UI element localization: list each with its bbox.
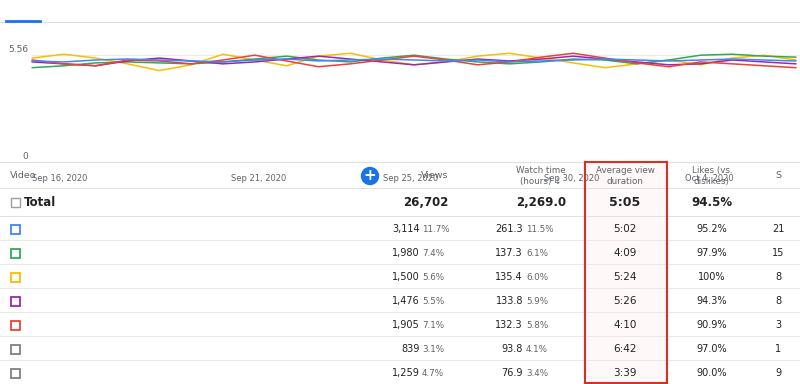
Text: 97.0%: 97.0% [697, 344, 727, 354]
Text: 3:39: 3:39 [614, 368, 637, 378]
Text: 3.4%: 3.4% [526, 369, 548, 378]
Bar [11, 345, 20, 354]
Text: 4.7%: 4.7% [422, 369, 444, 378]
Bar [11, 273, 20, 282]
Text: Video: Video [10, 172, 37, 180]
Text: 7.1%: 7.1% [422, 321, 444, 330]
Text: 1,905: 1,905 [392, 320, 420, 330]
Text: 137.3: 137.3 [495, 248, 523, 258]
Text: 5:26: 5:26 [614, 296, 637, 306]
Text: 5:24: 5:24 [614, 272, 637, 282]
Circle shape [362, 167, 378, 184]
Text: 76.9: 76.9 [502, 368, 523, 378]
Text: 5.9%: 5.9% [526, 297, 548, 306]
Text: 0: 0 [22, 152, 28, 161]
Text: 3: 3 [775, 320, 781, 330]
Text: Sep 30, 2020: Sep 30, 2020 [544, 174, 599, 183]
Text: 90.9%: 90.9% [697, 320, 727, 330]
Bar [585, 162, 667, 384]
Text: 135.4: 135.4 [495, 272, 523, 282]
Text: 132.3: 132.3 [495, 320, 523, 330]
Text: Oct 4, 2020: Oct 4, 2020 [686, 174, 734, 183]
Text: Average view
duration: Average view duration [595, 166, 654, 186]
Text: +: + [364, 168, 376, 183]
Bar [0, 0, 800, 22]
Text: 6.1%: 6.1% [526, 249, 548, 258]
Text: Traffic source: Traffic source [55, 5, 118, 14]
Text: 26,702: 26,702 [402, 196, 448, 209]
Text: 133.8: 133.8 [495, 296, 523, 306]
Text: 4.1%: 4.1% [526, 345, 548, 354]
Text: Video: Video [6, 5, 36, 14]
Text: Views: Views [421, 172, 448, 180]
Text: 1,259: 1,259 [392, 368, 420, 378]
Text: Geography: Geography [138, 5, 190, 14]
Text: Viewer gender: Viewer gender [283, 5, 352, 14]
Text: S: S [775, 172, 781, 180]
Bar [11, 198, 20, 207]
Text: 94.5%: 94.5% [691, 196, 733, 209]
Text: 8: 8 [775, 272, 781, 282]
Text: Sep 21, 2020: Sep 21, 2020 [230, 174, 286, 183]
Text: 5:02: 5:02 [614, 224, 637, 234]
Text: 100%: 100% [698, 272, 726, 282]
Text: 5.5%: 5.5% [422, 297, 444, 306]
Text: 93.8: 93.8 [502, 344, 523, 354]
Text: 21: 21 [772, 224, 784, 234]
Text: 3,114: 3,114 [392, 224, 420, 234]
Text: 11.5%: 11.5% [526, 225, 554, 234]
Text: 4:10: 4:10 [614, 320, 637, 330]
Text: 5.6%: 5.6% [422, 273, 444, 282]
Text: Date: Date [363, 5, 386, 14]
Text: 2,269.0: 2,269.0 [516, 196, 566, 209]
Text: 9: 9 [775, 368, 781, 378]
Text: Sep 25, 2020: Sep 25, 2020 [383, 174, 438, 183]
Text: Sep 16, 2020: Sep 16, 2020 [32, 174, 87, 183]
Text: 95.2%: 95.2% [697, 224, 727, 234]
Text: 15: 15 [772, 248, 784, 258]
Text: Likes (vs.
dislikes): Likes (vs. dislikes) [692, 166, 732, 186]
Text: Revenue source: Revenue source [400, 5, 476, 14]
Text: 5:05: 5:05 [610, 196, 641, 209]
Text: Watch time
(hours) ↓: Watch time (hours) ↓ [516, 166, 566, 186]
Text: 3.1%: 3.1% [422, 345, 444, 354]
Text: 4:09: 4:09 [614, 248, 637, 258]
Text: 1: 1 [775, 344, 781, 354]
Text: 261.3: 261.3 [495, 224, 523, 234]
Bar [11, 249, 20, 258]
Text: 1,980: 1,980 [392, 248, 420, 258]
Text: 11.7%: 11.7% [422, 225, 450, 234]
Text: Subscription source: Subscription source [588, 5, 682, 14]
Text: 5.8%: 5.8% [526, 321, 548, 330]
Text: Total: Total [24, 196, 56, 209]
Text: 1,476: 1,476 [392, 296, 420, 306]
Bar [11, 225, 20, 234]
Text: Viewer age: Viewer age [214, 5, 267, 14]
Text: 5.56: 5.56 [8, 45, 28, 54]
Text: 8: 8 [775, 296, 781, 306]
Text: 97.9%: 97.9% [697, 248, 727, 258]
Text: 90.0%: 90.0% [697, 368, 727, 378]
Text: 839: 839 [402, 344, 420, 354]
Text: 6.0%: 6.0% [526, 273, 548, 282]
Bar [11, 321, 20, 330]
Bar [11, 369, 20, 378]
Text: Mo: Mo [695, 5, 709, 14]
Text: 1,500: 1,500 [392, 272, 420, 282]
Text: 7.4%: 7.4% [422, 249, 444, 258]
Bar [11, 297, 20, 306]
Text: Subscription status: Subscription status [488, 5, 579, 14]
Text: 6:42: 6:42 [614, 344, 637, 354]
Text: 94.3%: 94.3% [697, 296, 727, 306]
